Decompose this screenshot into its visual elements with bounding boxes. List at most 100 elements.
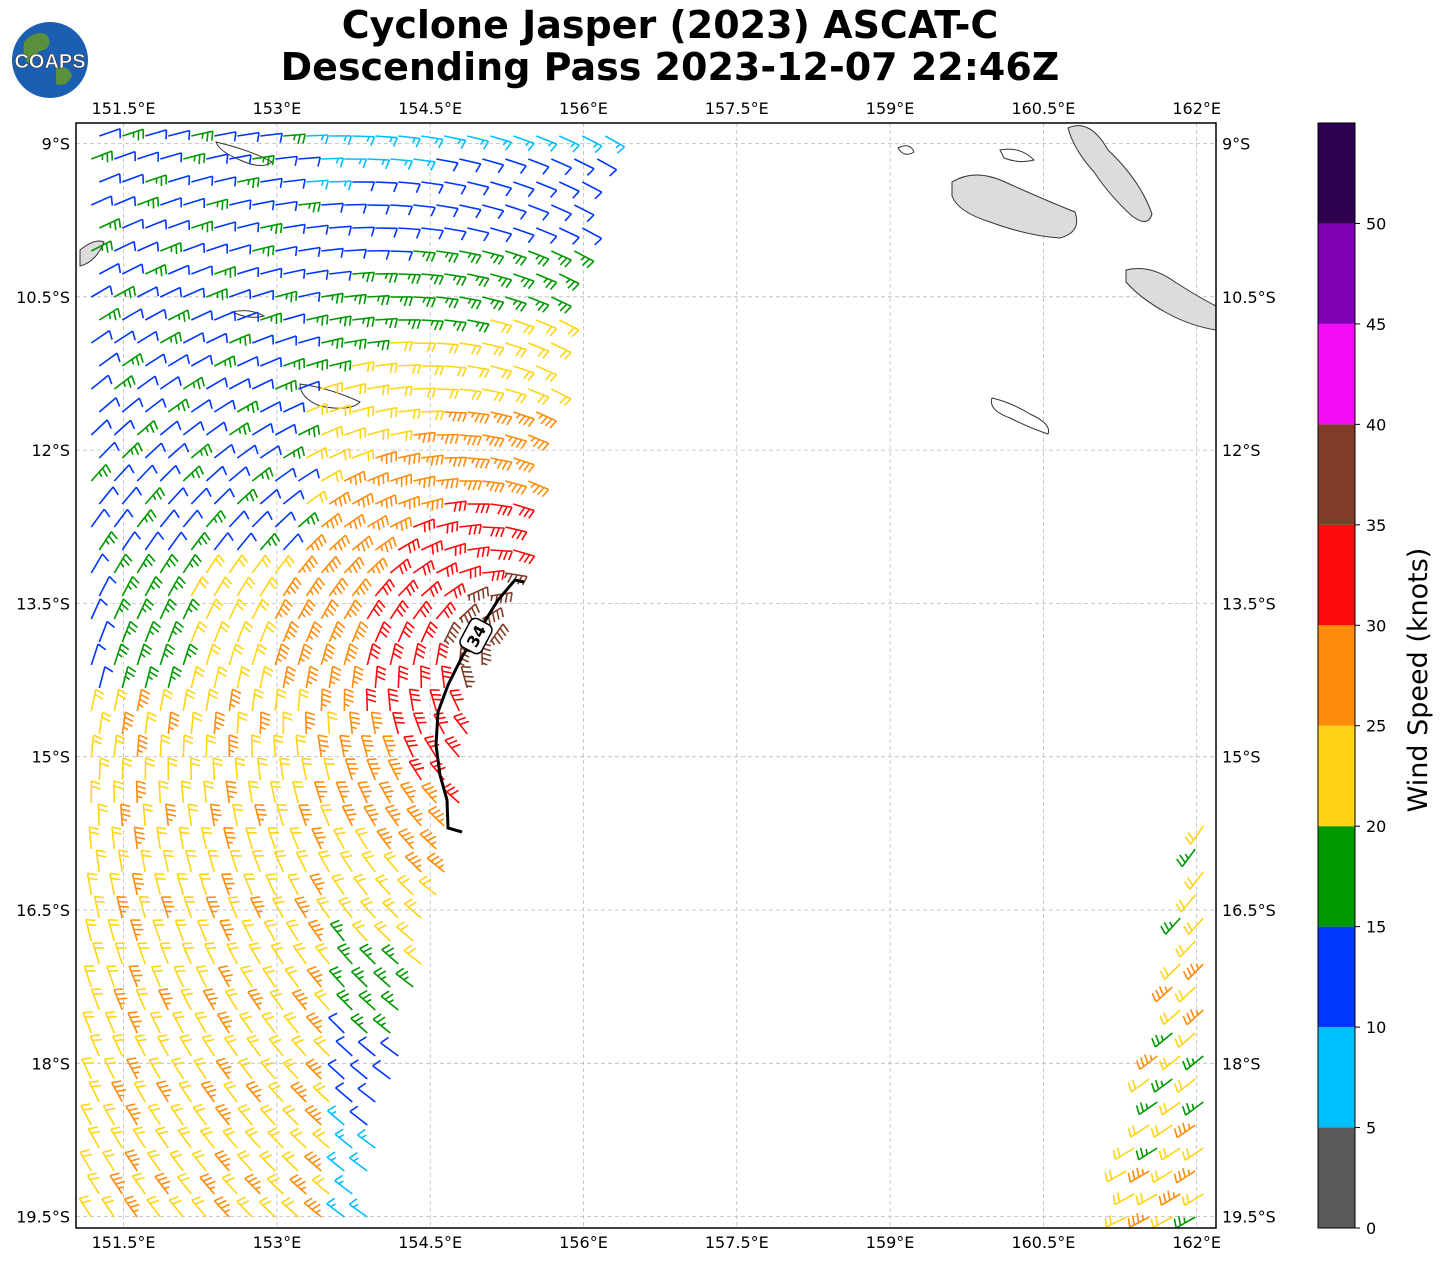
wind-barb xyxy=(200,826,213,850)
colorbar-bin xyxy=(1318,625,1355,726)
wind-barb xyxy=(214,176,237,187)
wind-barb xyxy=(326,1197,345,1218)
wind-barb xyxy=(374,578,396,597)
wind-barb xyxy=(581,227,603,246)
wind-barb xyxy=(113,464,135,482)
wind-barb xyxy=(110,1126,123,1149)
wind-barb xyxy=(207,850,220,873)
wind-barb xyxy=(159,643,176,666)
wind-barb xyxy=(505,204,527,220)
wind-barb xyxy=(223,1034,238,1057)
wind-barb xyxy=(265,873,278,896)
wind-barb xyxy=(366,557,389,574)
wind-barb xyxy=(89,1034,102,1057)
wind-barb xyxy=(460,666,475,689)
wind-barb xyxy=(343,470,367,486)
wind-barb xyxy=(373,920,391,942)
wind-barb xyxy=(328,1012,345,1034)
wind-barb xyxy=(390,250,414,261)
wind-barb xyxy=(535,273,558,291)
wind-barb xyxy=(421,497,444,511)
wind-barb xyxy=(1174,1032,1196,1048)
wind-barb xyxy=(305,665,319,689)
wind-barb xyxy=(436,477,459,490)
wind-barb xyxy=(352,361,375,373)
wind-barb xyxy=(413,204,436,217)
wind-barb xyxy=(270,942,284,965)
wind-barb xyxy=(513,457,535,473)
wind-barb xyxy=(236,1150,253,1172)
map-frame xyxy=(75,122,1217,1229)
wind-barb xyxy=(169,1149,184,1172)
wind-barb xyxy=(154,872,166,896)
wind-barb xyxy=(351,621,369,643)
wind-barb xyxy=(190,665,205,689)
wind-barb xyxy=(343,556,365,574)
wind-barb xyxy=(159,553,179,574)
wind-barb xyxy=(436,250,459,263)
wind-barb xyxy=(221,1173,238,1195)
wind-barb xyxy=(136,241,160,252)
wind-barb xyxy=(290,1081,307,1103)
wind-barb xyxy=(154,1172,171,1195)
wind-barb xyxy=(550,342,572,360)
wind-barb xyxy=(374,874,391,896)
colorbar-tick-label: 25 xyxy=(1366,717,1386,736)
wind-barb xyxy=(273,734,284,758)
wind-barb xyxy=(266,1173,284,1195)
wind-barb xyxy=(145,219,168,230)
wind-barb xyxy=(79,1149,93,1172)
wind-barb xyxy=(490,549,514,561)
wind-barb xyxy=(466,586,490,603)
wind-barb xyxy=(367,428,390,441)
wind-barb xyxy=(237,1103,253,1126)
wind-barb xyxy=(467,135,490,150)
wind-barb xyxy=(137,196,160,209)
wind-barb xyxy=(82,1011,95,1034)
wind-barb xyxy=(245,827,257,850)
wind-barb xyxy=(122,173,145,184)
wind-barb xyxy=(412,642,427,666)
wind-barb xyxy=(90,329,113,344)
wind-barb xyxy=(558,181,580,199)
wind-barb xyxy=(220,873,235,896)
wind-barb xyxy=(550,158,573,176)
wind-barb xyxy=(343,643,359,666)
wind-barb xyxy=(482,526,506,538)
wind-barb xyxy=(214,266,237,278)
wind-barb xyxy=(435,642,449,666)
wind-barb xyxy=(397,621,415,643)
wind-barb xyxy=(413,387,437,398)
wind-barb xyxy=(168,129,191,141)
wind-barb xyxy=(444,135,467,150)
wind-barb xyxy=(305,621,323,643)
wind-barb xyxy=(387,688,399,712)
wind-barb xyxy=(136,553,156,574)
colorbar-tick-label: 50 xyxy=(1366,214,1386,233)
wind-barb xyxy=(298,291,321,302)
wind-barb xyxy=(144,711,158,735)
wind-barb xyxy=(121,531,142,551)
wind-barb xyxy=(162,849,175,873)
wind-barb xyxy=(335,1082,353,1103)
wind-barb xyxy=(191,265,214,276)
wind-barb xyxy=(173,965,186,988)
colorbar-frame xyxy=(1317,122,1356,1229)
wind-barb xyxy=(334,1128,353,1149)
wind-barb xyxy=(182,420,205,436)
wind-barb xyxy=(180,780,192,804)
lat-tick-left-label: 19.5°S xyxy=(16,1208,70,1227)
wind-barb xyxy=(85,918,97,942)
wind-barb xyxy=(344,158,368,169)
wind-barb xyxy=(1181,1147,1204,1161)
wind-barb xyxy=(398,828,415,850)
wind-barb xyxy=(248,942,262,965)
wind-barb xyxy=(268,1034,284,1057)
colorbar-bin xyxy=(1318,826,1355,927)
wind-barb xyxy=(1173,1168,1196,1184)
wind-barb xyxy=(206,243,229,254)
wind-barb xyxy=(259,576,279,597)
wind-barb xyxy=(298,380,321,391)
wind-barb xyxy=(1159,1055,1181,1071)
wind-barb xyxy=(403,735,418,758)
